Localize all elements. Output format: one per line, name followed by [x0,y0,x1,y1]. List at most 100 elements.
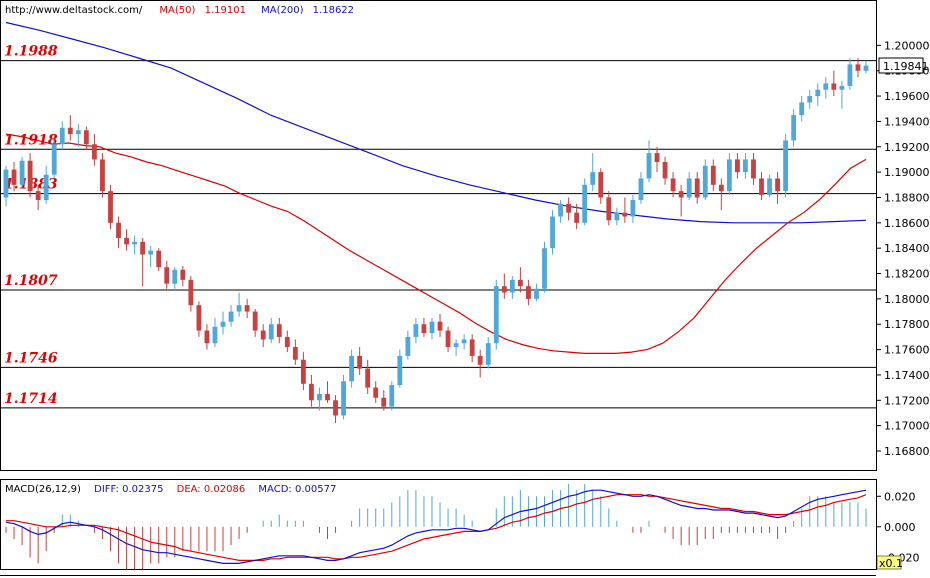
candle [309,374,314,407]
candle [783,134,789,198]
candle [405,330,411,360]
ma200-value: 1.18622 [313,5,354,16]
level-label-4: 1.1746 [4,350,58,366]
candle [27,153,33,198]
candle [614,207,620,226]
price-tick-label: 1.17400 [884,369,930,382]
candle [590,153,596,192]
candle [429,317,435,340]
candle [775,172,780,204]
candle [823,77,829,99]
macd-dea-value: 0.02086 [204,484,245,495]
candle [469,334,475,363]
dea-line [6,494,867,562]
candle [268,317,274,344]
candle [710,159,716,192]
price-tick-label: 1.20000 [884,39,930,52]
candle [847,58,853,90]
macd-scale-label: x0.1 [879,557,903,570]
candle [341,374,346,420]
candle [807,89,813,109]
candle [212,317,218,348]
price-tick-label: 1.18000 [884,293,930,306]
candle [156,248,162,271]
candle [839,80,845,109]
price-tick-label: 1.17200 [884,394,930,407]
candle [92,134,97,166]
macd-scale-badge: x0.1 [876,555,903,570]
price-tick-label: 1.17600 [884,344,930,357]
candle [582,178,588,226]
candle [517,267,523,293]
macd-dea-label: DEA: [177,484,201,495]
candle [646,140,652,183]
candle [855,58,861,78]
candle [767,174,772,198]
candle [284,330,290,353]
candle [59,121,65,150]
candle [3,165,9,207]
candle [276,317,282,344]
macd-panel-frame [0,479,877,570]
candle [260,324,266,348]
candle [542,241,547,293]
price-tick-label: 1.18600 [884,217,930,230]
candle [501,273,507,299]
macd-value-value: 0.00577 [295,484,336,495]
diff-line [5,489,867,565]
candle [132,235,138,255]
candle [228,305,234,327]
candle [188,276,194,312]
candle [292,339,298,365]
candle [678,184,684,217]
candle [196,301,202,337]
candle [11,161,17,192]
ma200-label: MA(200) [261,5,303,16]
candle [831,70,837,97]
candle [799,96,805,122]
candle [662,156,668,185]
candle [365,359,371,394]
candle [172,267,178,289]
candle [108,184,113,230]
candle [333,395,338,424]
candle [381,390,387,411]
candle [493,279,499,350]
candle [743,153,748,179]
candle [389,381,395,411]
candle [734,153,740,179]
candle [244,298,250,318]
price-tick-label: 1.16800 [884,445,930,458]
candle [357,347,363,375]
macd-value-label: MACD: [258,484,291,495]
macd-tick-label: 0.020 [884,490,916,503]
macd-scale-box [876,555,902,570]
price-y-axis: 1.200001.198001.196001.194001.192001.190… [876,39,930,458]
price-tick-label: 1.18200 [884,268,930,281]
candle [509,276,515,299]
candle [534,283,539,302]
candle [694,172,700,204]
level-label-3: 1.1807 [4,273,58,289]
macd-lines [5,489,867,565]
candle [397,349,403,388]
candle [445,326,451,353]
candle [421,317,427,337]
candle [702,159,708,201]
macd-diff-value: 0.02375 [122,484,163,495]
price-tick-label: 1.19600 [884,90,930,103]
candle [686,172,692,201]
price-tick-label: 1.17000 [884,420,930,433]
candle [19,156,25,188]
price-panel-frame [0,0,877,471]
price-tick-label: 1.19200 [884,141,930,154]
ma200-path [5,21,867,224]
candle [164,260,170,289]
ma50-label: MA(50) [159,5,195,16]
candle [373,381,379,403]
price-tick-label: 1.17800 [884,318,930,331]
candle [325,381,330,403]
ma200-line [5,21,867,224]
candle [606,191,612,226]
macd-params-label: MACD(26,12,9) [5,484,81,495]
